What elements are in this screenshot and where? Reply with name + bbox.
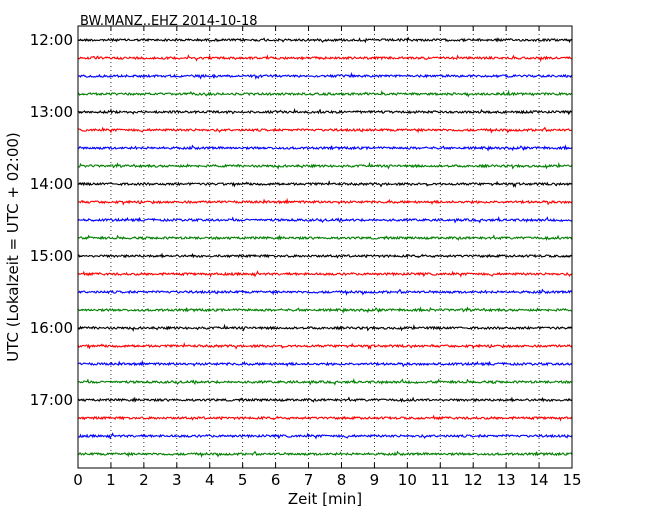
trace-18	[77, 341, 573, 350]
x-tick-label-2: 2	[139, 471, 149, 489]
trace-17	[77, 323, 573, 332]
trace-2	[77, 54, 573, 63]
trace-8	[77, 161, 573, 170]
trace-11	[77, 215, 573, 224]
x-tick-label-4: 4	[205, 471, 215, 489]
x-tick-label-8: 8	[337, 471, 347, 489]
y-tick-label-2: 14:00	[30, 175, 73, 193]
trace-13	[77, 252, 573, 259]
trace-23	[77, 432, 573, 440]
trace-19	[77, 359, 573, 368]
seismic-traces	[77, 36, 573, 458]
x-axis-title: Zeit [min]	[288, 490, 362, 508]
y-tick-label-1: 13:00	[30, 103, 73, 121]
trace-6	[77, 126, 573, 134]
y-tick-label-0: 12:00	[30, 31, 73, 49]
trace-22	[77, 414, 573, 422]
trace-21	[77, 396, 573, 403]
chart-title: BW.MANZ..EHZ 2014-10-18	[80, 14, 258, 29]
trace-16	[77, 306, 573, 314]
trace-15	[77, 288, 573, 296]
trace-20	[77, 377, 573, 386]
trace-24	[77, 450, 573, 458]
trace-10	[77, 197, 573, 206]
y-tick-label-4: 16:00	[30, 319, 73, 337]
x-tick-label-13: 13	[497, 471, 516, 489]
trace-14	[77, 270, 573, 278]
x-tick-label-15: 15	[562, 471, 581, 489]
trace-1	[77, 36, 573, 44]
x-tick-label-0: 0	[73, 471, 83, 489]
trace-5	[77, 107, 573, 116]
x-tick-label-6: 6	[271, 471, 281, 489]
y-axis: 12:00 13:00 14:00 15:00 16:00 17:00	[30, 31, 572, 409]
x-tick-label-10: 10	[398, 471, 417, 489]
x-tick-label-7: 7	[304, 471, 314, 489]
trace-7	[77, 144, 573, 152]
trace-9	[77, 179, 573, 188]
x-tick-label-9: 9	[370, 471, 380, 489]
trace-12	[77, 234, 573, 241]
x-tick-label-1: 1	[106, 471, 116, 489]
x-tick-label-3: 3	[172, 471, 182, 489]
plot-frame	[77, 25, 573, 469]
y-tick-label-5: 17:00	[30, 391, 73, 409]
y-axis-title: UTC (Lokalzeit = UTC + 02:00)	[4, 132, 22, 362]
x-grid	[110, 26, 540, 468]
y-tick-label-3: 15:00	[30, 247, 73, 265]
x-axis: 0 1 2 3 4 5 6 7 8 9 10 11 12 13 14 15	[73, 26, 582, 489]
x-tick-label-11: 11	[431, 471, 450, 489]
x-tick-label-12: 12	[464, 471, 483, 489]
x-tick-label-5: 5	[238, 471, 248, 489]
trace-4	[77, 89, 573, 98]
trace-3	[77, 71, 573, 80]
x-tick-label-14: 14	[530, 471, 549, 489]
